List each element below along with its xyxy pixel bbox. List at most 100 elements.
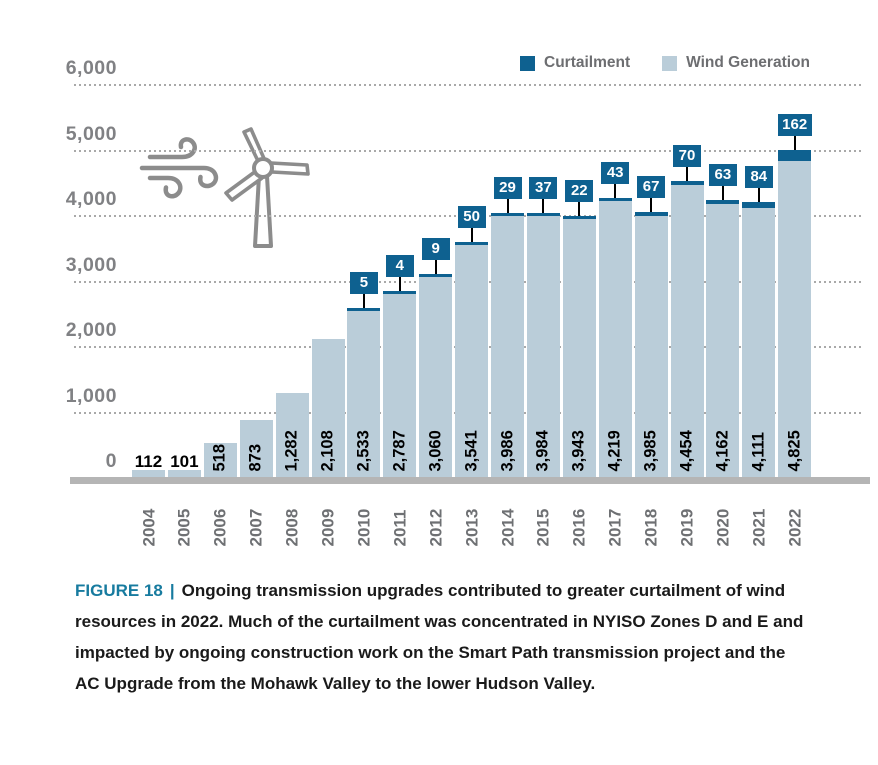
curtailment-cap-2015 [526, 213, 560, 217]
wind-generation-swatch-icon [662, 55, 678, 71]
year-label-2008: 2008 [282, 508, 302, 546]
legend-label-curtailment: Curtailment [544, 54, 631, 71]
curtailment-cap-2012 [419, 273, 453, 277]
wind-bar-2019 [670, 185, 704, 477]
year-label-2012: 2012 [426, 508, 446, 546]
legend-item-wind-generation: Wind Generation [662, 54, 810, 72]
curtailment-value-badge-2011: 4 [385, 255, 414, 278]
bar-value-label-2011: 2,787 [390, 429, 409, 471]
bar-value-label-2017: 4,219 [605, 429, 624, 471]
bar-value-label-2009: 2,108 [318, 429, 337, 471]
bar-value-label-2016: 3,943 [569, 429, 588, 471]
curtailment-cap-2020 [706, 200, 740, 205]
curtailment-cap-2017 [598, 197, 632, 201]
gridline-6000 [74, 84, 862, 86]
wind-bar-2014 [491, 215, 524, 477]
wind-bar-2020 [706, 204, 740, 477]
bar-value-label-2008: 1,282 [282, 429, 301, 471]
y-tick-label: 4,000 [65, 188, 117, 210]
year-label-2015: 2015 [533, 508, 553, 546]
curtailment-value-badge-2012: 9 [421, 237, 450, 260]
year-label-2022: 2022 [785, 508, 805, 546]
year-label-2007: 2007 [246, 508, 266, 546]
bar-value-label-2007: 873 [246, 443, 265, 471]
wind-bar-2011 [383, 294, 417, 477]
curtailment-value-badge-2018: 67 [637, 175, 666, 198]
caption-separator: | [169, 581, 175, 600]
curtailment-connector-line [542, 199, 545, 214]
figure-number-label: FIGURE 18 [75, 581, 163, 600]
bar-value-label-2012: 3,060 [426, 429, 445, 471]
wind-bar-2008 [275, 393, 309, 477]
curtailment-cap-2019 [670, 180, 704, 186]
x-axis-baseline [70, 477, 870, 484]
y-tick-label: 3,000 [65, 253, 117, 276]
curtailment-connector-line [757, 188, 760, 203]
year-label-2016: 2016 [569, 508, 589, 546]
caption-text: Ongoing transmission upgrades contribute… [75, 581, 804, 693]
wind-bar-2013 [455, 245, 489, 477]
year-label-2021: 2021 [749, 508, 769, 546]
wind-bar-2009 [311, 338, 345, 477]
wind-bar-2005 [167, 470, 201, 477]
curtailment-cap-2014 [491, 212, 524, 216]
curtailment-value-badge-2014: 29 [493, 176, 522, 199]
curtailment-value-badge-2017: 43 [601, 161, 630, 184]
year-label-2013: 2013 [462, 508, 482, 546]
year-label-2004: 2004 [139, 508, 158, 546]
year-label-2020: 2020 [713, 508, 733, 546]
curtailment-value-badge-2015: 37 [529, 177, 558, 200]
year-label-2018: 2018 [641, 508, 661, 546]
y-tick-label: 5,000 [65, 122, 117, 145]
wind-bar-2010 [347, 311, 381, 477]
bar-value-label-2005: 101 [170, 452, 199, 471]
curtailment-cap-2021 [742, 202, 776, 208]
wind-bar-2015 [526, 216, 560, 477]
curtailment-connector-line [721, 186, 724, 201]
bar-value-label-2010: 2,533 [354, 429, 373, 471]
wind-bar-2021 [742, 207, 776, 477]
bar-value-label-2014: 3,986 [498, 429, 516, 471]
figure-caption: FIGURE 18 | Ongoing transmission upgrades … [75, 575, 812, 699]
curtailment-cap-2011 [383, 291, 417, 295]
curtailment-value-badge-2020: 63 [708, 164, 737, 187]
year-label-2017: 2017 [605, 508, 625, 546]
bar-value-label-2004: 112 [134, 452, 163, 471]
chart-legend: Curtailment Wind Generation [520, 54, 810, 72]
year-label-2019: 2019 [677, 508, 697, 546]
year-label-2005: 2005 [174, 508, 194, 546]
curtailment-value-badge-2016: 22 [565, 179, 594, 202]
curtailment-connector-line [686, 166, 688, 181]
wind-turbine-icon [139, 127, 310, 248]
curtailment-cap-2022 [778, 150, 812, 161]
bar-value-label-2015: 3,984 [533, 429, 552, 471]
bar-value-label-2021: 4,111 [749, 431, 768, 471]
wind-bar-2007 [239, 419, 273, 477]
curtailment-cap-2010 [347, 308, 381, 312]
y-tick-label: 1,000 [65, 384, 117, 407]
curtailment-connector-line [614, 183, 617, 198]
legend-item-curtailment: Curtailment [520, 54, 630, 72]
year-label-2014: 2014 [498, 508, 517, 546]
curtailment-cap-2013 [455, 241, 489, 246]
gridline-5000 [74, 149, 862, 152]
wind-bar-2018 [634, 215, 668, 477]
curtailment-swatch-icon [520, 55, 535, 71]
wind-bar-2006 [203, 443, 237, 477]
wind-bar-2016 [562, 218, 596, 477]
wind-bar-2012 [419, 276, 453, 477]
year-label-2006: 2006 [210, 508, 230, 546]
curtailment-value-badge-2010: 5 [349, 272, 378, 295]
curtailment-connector-line [398, 277, 401, 292]
y-tick-label: 6,000 [65, 57, 117, 79]
y-tick-label: 0 [105, 450, 117, 472]
legend-label-wind-generation: Wind Generation [686, 54, 810, 71]
curtailment-value-badge-2013: 50 [457, 205, 486, 228]
curtailment-cap-2018 [634, 211, 668, 216]
bar-value-label-2022: 4,825 [785, 429, 804, 471]
bar-value-label-2018: 3,985 [641, 429, 660, 471]
year-label-2011: 2011 [390, 509, 410, 546]
curtailment-connector-line [506, 198, 509, 213]
curtailment-value-badge-2019: 70 [673, 144, 701, 167]
